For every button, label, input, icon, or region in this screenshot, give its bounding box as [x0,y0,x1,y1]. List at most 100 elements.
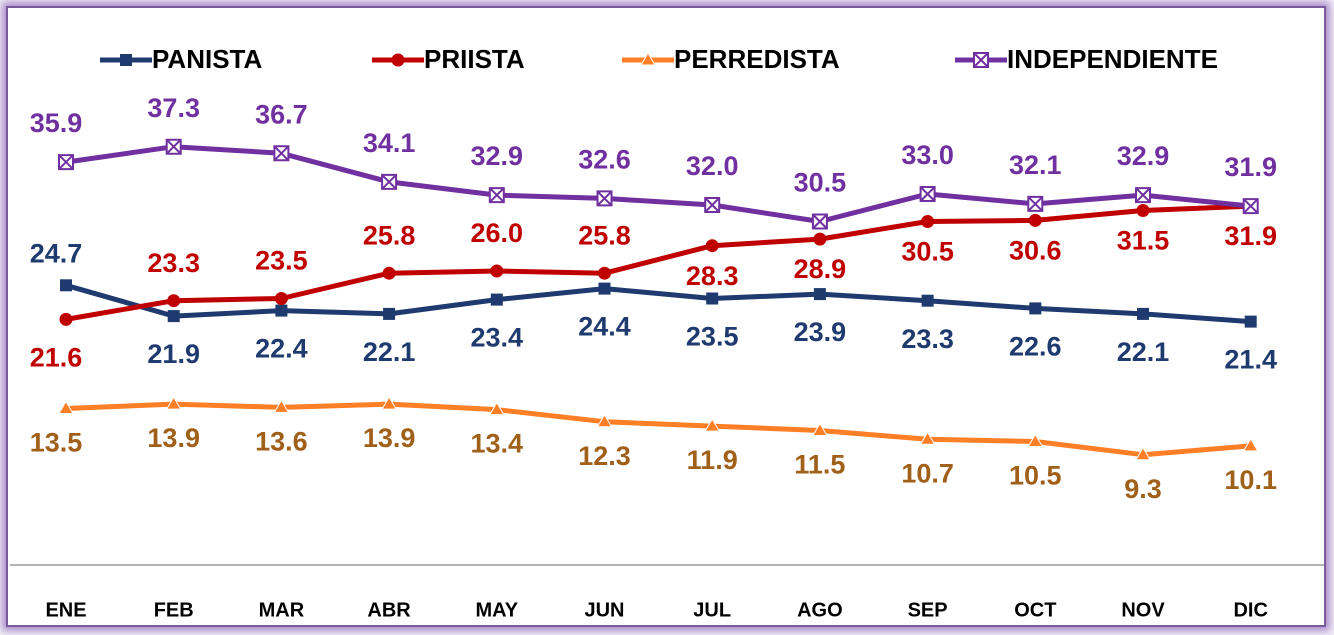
data-label: 11.9 [687,445,738,475]
x-tick-label: JUN [584,599,624,621]
marker [381,173,398,190]
data-label: 32.9 [1117,141,1170,171]
data-label: 13.9 [147,423,200,453]
legend-marker [120,54,132,66]
x-tick-label: JUL [693,599,731,621]
marker [1027,433,1044,447]
marker [381,396,397,410]
marker [273,145,290,162]
marker [704,197,721,213]
x-tick-label: SEP [908,599,948,621]
marker [167,310,180,323]
marker [488,187,505,204]
series-line [65,282,1251,325]
data-label: 25.8 [578,220,631,250]
marker [1029,302,1042,315]
marker [704,418,721,432]
marker [921,215,935,228]
data-label: 28.9 [794,254,847,284]
data-label: 35.9 [30,108,83,138]
x-tick-label: FEB [154,599,194,621]
data-label: 33.0 [901,140,954,170]
marker [705,239,719,253]
marker [275,304,288,317]
data-label: 21.4 [1224,345,1277,375]
data-label: 31.9 [1224,152,1277,182]
marker [382,266,396,280]
marker [813,288,826,301]
data-label: 10.1 [1224,465,1277,495]
data-label: 11.5 [794,450,845,480]
marker [383,307,396,320]
legend-marker [640,52,656,66]
marker [921,294,934,307]
x-tick-label: MAY [475,599,518,621]
marker [273,399,290,413]
marker [598,266,611,280]
data-label: 31.9 [1224,221,1277,251]
data-label: 23.9 [794,317,847,347]
x-tick-label: DIC [1233,599,1267,621]
marker [596,190,613,207]
marker [167,294,181,308]
marker [1244,315,1257,328]
data-label: 30.6 [1009,236,1062,266]
marker [1027,195,1044,212]
legend-marker [973,52,989,68]
marker [59,312,73,326]
series-line [65,203,1251,322]
marker [1136,204,1150,217]
legend-label: INDEPENDIENTE [1007,44,1218,74]
data-label: 23.3 [901,324,954,354]
x-tick-label: AGO [797,599,843,621]
data-label: 30.5 [794,168,847,198]
marker [165,396,182,410]
chart-frame [6,6,1326,627]
data-label: 28.3 [686,261,739,291]
marker [596,413,613,428]
marker [58,400,74,414]
marker [919,186,936,202]
data-label: 12.3 [578,441,631,471]
marker [60,279,72,292]
marker [706,292,719,305]
data-label: 24.7 [30,238,83,268]
x-tick-label: ABR [367,599,411,621]
data-label: 13.4 [471,429,524,459]
data-label: 13.9 [363,423,416,453]
marker [1028,213,1042,227]
marker [1242,437,1259,452]
data-label: 10.7 [901,458,954,488]
data-label: 31.5 [1117,226,1170,256]
data-label: 25.8 [363,220,416,250]
data-label: 32.6 [578,145,631,175]
data-label: 32.9 [471,141,524,171]
data-label: 22.1 [363,337,416,367]
legend-label: PRIISTA [424,44,525,74]
marker [488,401,505,416]
marker [919,431,936,445]
marker [165,138,182,155]
marker [274,292,288,305]
data-label: 23.4 [471,323,524,353]
data-label: 23.5 [686,322,739,352]
x-tick-label: OCT [1014,599,1056,621]
data-label: 30.5 [901,237,954,267]
data-label: 21.9 [147,339,200,369]
marker [811,213,828,230]
marker [490,293,503,306]
marker [812,422,828,436]
legend-label: PANISTA [152,44,262,74]
data-label: 34.1 [363,128,416,158]
data-label: 22.1 [1117,337,1170,367]
x-tick-label: MAR [259,599,305,621]
marker [58,154,74,171]
x-tick-label: ENE [45,599,86,621]
data-label: 24.4 [578,312,631,342]
x-tick-label: NOV [1121,599,1165,621]
data-label: 10.5 [1009,461,1062,491]
data-label: 36.7 [255,99,308,129]
data-label: 32.1 [1009,150,1062,180]
marker [1135,187,1151,204]
